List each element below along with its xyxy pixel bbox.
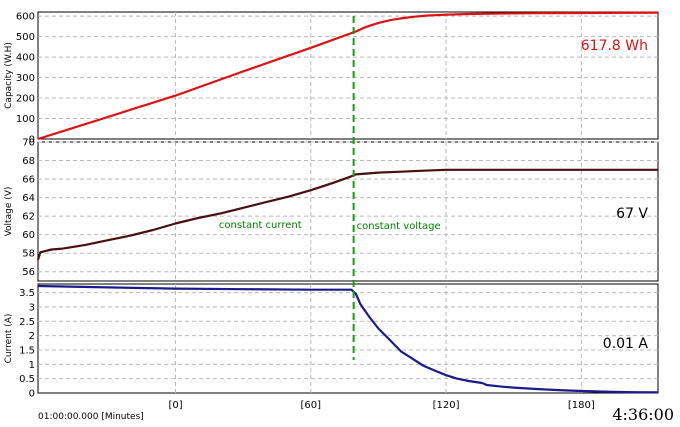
current-plot-area: [37, 283, 659, 394]
current-y-tick-label: 1: [29, 360, 35, 371]
voltage-series-line: [36, 168, 658, 261]
voltage-y-tick-label: 62: [22, 212, 35, 223]
voltage-y-tick-label: 56: [22, 267, 35, 278]
current-y-tick-label: 3: [29, 302, 35, 313]
current-y-tick-label: 2.5: [19, 317, 35, 328]
voltage-readout: 67 V: [616, 206, 648, 222]
capacity-readout: 617.8 Wh: [581, 38, 648, 54]
x-tick-label: [120]: [433, 400, 460, 411]
current-y-tick-label: 0.5: [19, 374, 35, 385]
current-y-tick-label: 2: [29, 331, 35, 342]
capacity-y-tick-label: 600: [16, 12, 35, 23]
current-y-tick-label: 0: [29, 389, 35, 400]
voltage-y-tick-label: 60: [22, 230, 35, 241]
current-y-tick-label: 1.5: [19, 345, 35, 356]
voltage-y-tick-label: 64: [22, 193, 35, 204]
x-origin-label: 01:00:00.000 [Minutes]: [38, 412, 144, 422]
capacity-y-tick-label: 0: [29, 135, 35, 146]
voltage-y-tick-label: 58: [22, 249, 35, 260]
capacity-y-tick-label: 100: [16, 114, 35, 125]
current-panel: 0 0.5 1 1.5 2 2.5 3 3.5 Current (A) 0.01 A: [4, 283, 659, 400]
elapsed-time-clock: 4:36:00: [612, 405, 674, 424]
current-readout: 0.01 A: [603, 336, 649, 352]
capacity-plot-area: [37, 11, 659, 140]
current-y-tick-label: 3.5: [19, 288, 35, 299]
capacity-axis-label: Capacity (W.H): [4, 42, 14, 109]
voltage-y-tick-label: 70: [22, 138, 35, 149]
capacity-y-tick-label: 400: [16, 53, 35, 64]
capacity-series-line: [37, 11, 659, 141]
voltage-y-tick-label: 66: [22, 175, 35, 186]
annotation-constant-current: constant current: [219, 220, 302, 231]
x-tick-label: [0]: [168, 400, 182, 411]
voltage-panel: 56 58 60 62 64 66 68 70 Voltage (V) 67 V constant …: [4, 138, 659, 282]
voltage-axis-label: Voltage (V): [4, 187, 14, 237]
annotation-constant-voltage: constant voltage: [357, 221, 441, 232]
current-axis-label: Current (A): [4, 314, 14, 364]
voltage-plot-area: [37, 141, 659, 282]
x-tick-label: [180]: [568, 400, 595, 411]
capacity-y-tick-label: 200: [16, 94, 35, 105]
current-series-line: [37, 284, 659, 394]
capacity-y-tick-label: 300: [16, 73, 35, 84]
x-tick-label: [60]: [301, 400, 322, 411]
voltage-y-tick-label: 68: [22, 156, 35, 167]
capacity-panel: 0 100 200 300 400 500 600 Capacity (W.H) 617.8 W…: [4, 11, 659, 146]
capacity-y-tick-label: 500: [16, 32, 35, 43]
